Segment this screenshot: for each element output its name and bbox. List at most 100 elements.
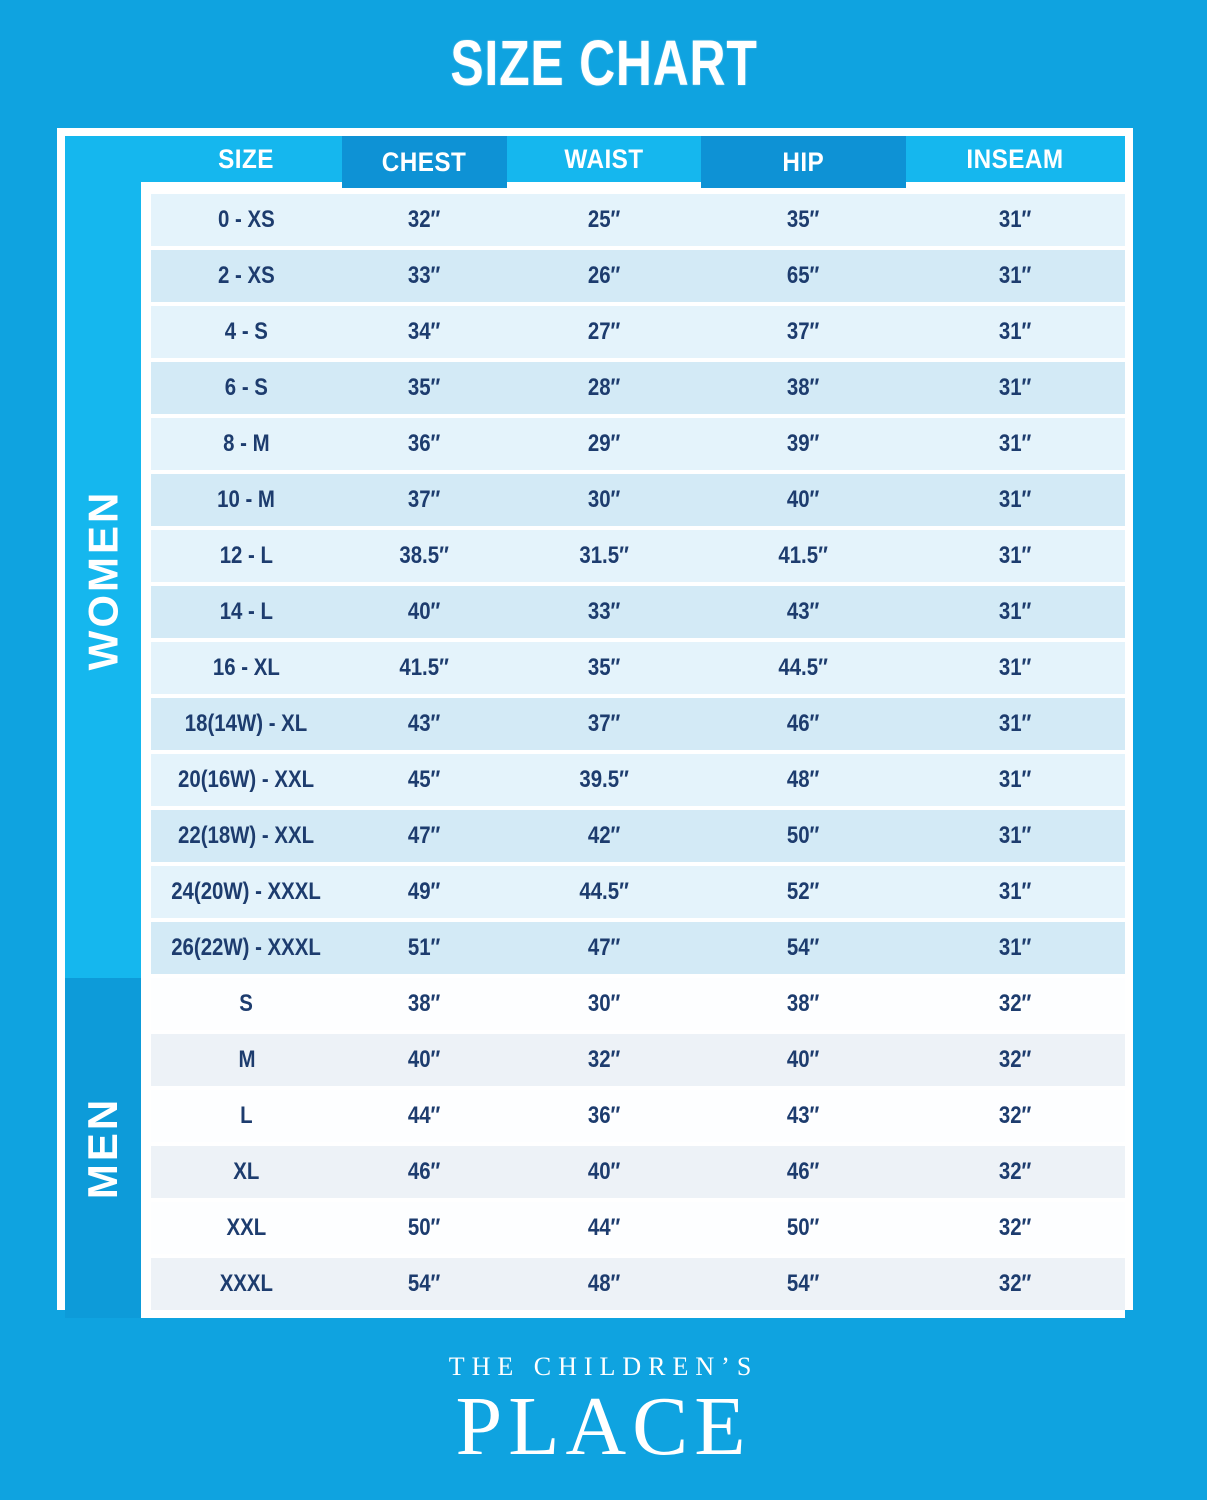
cell-value: 41.5″ [778,542,829,569]
cell-value: XL [233,1158,260,1185]
cell-value: 31″ [999,374,1032,401]
hip-cell: 65″ [701,250,906,302]
cell-value: 40″ [787,1046,820,1073]
cell-value: 39.5″ [579,766,629,793]
cell-value: 31″ [999,430,1032,457]
cell-value: 54″ [787,1270,820,1297]
cell-value: 31.5″ [579,542,629,569]
cell-value: 50″ [787,822,820,849]
chest-cell: 45″ [342,754,507,806]
cell-value: 31″ [999,766,1032,793]
cell-value: 33″ [587,598,621,625]
hip-cell: 46″ [701,698,906,750]
waist-cell: 32″ [507,1034,701,1086]
cell-value: M [238,1046,255,1073]
chest-cell: 43″ [342,698,507,750]
table-row: 16 - XL 41.5″ 35″ 44.5″ 31″ [151,642,1125,694]
cell-value: 26″ [587,262,621,289]
cell-value: 54″ [787,934,820,961]
chest-cell: 34″ [342,306,507,358]
header-cell-hip: HIP [701,136,906,188]
chest-cell: 40″ [342,1034,507,1086]
inseam-cell: 31″ [906,418,1125,470]
cell-value: 32″ [999,1102,1032,1129]
waist-cell: 33″ [507,586,701,638]
cell-value: 31″ [999,710,1032,737]
chest-cell: 47″ [342,810,507,862]
hip-cell: 35″ [701,194,906,246]
inseam-cell: 31″ [906,194,1125,246]
chest-cell: 33″ [342,250,507,302]
table-row: 2 - XS 33″ 26″ 65″ 31″ [151,250,1125,302]
cell-value: 30″ [587,990,621,1017]
hip-cell: 37″ [701,306,906,358]
size-cell: 18(14W) - XL [151,698,342,750]
size-cell: 6 - S [151,362,342,414]
cell-value: 35″ [408,374,441,401]
waist-cell: 44″ [507,1202,701,1254]
men-section-bar: MEN [65,978,141,1318]
cell-value: 34″ [408,318,441,345]
table-row: 12 - L 38.5″ 31.5″ 41.5″ 31″ [151,530,1125,582]
chest-cell: 37″ [342,474,507,526]
cell-value: 45″ [408,766,441,793]
table-header-row: SIZE CHEST WAIST HIP INSEAM [65,136,1125,188]
size-cell: 2 - XS [151,250,342,302]
waist-cell: 40″ [507,1146,701,1198]
hip-cell: 52″ [701,866,906,918]
inseam-cell: 31″ [906,922,1125,974]
hip-cell: 38″ [701,978,906,1030]
cell-value: 46″ [787,710,820,737]
chest-cell: 51″ [342,922,507,974]
waist-cell: 39.5″ [507,754,701,806]
chest-cell: 40″ [342,586,507,638]
inseam-cell: 32″ [906,1258,1125,1310]
size-cell: 12 - L [151,530,342,582]
cell-value: 32″ [999,990,1032,1017]
hip-cell: 50″ [701,810,906,862]
cell-value: 47″ [587,934,621,961]
cell-value: XXL [226,1214,267,1241]
cell-value: 24(20W) - XXXL [171,878,322,905]
table-row: 4 - S 34″ 27″ 37″ 31″ [151,306,1125,358]
table-row: 0 - XS 32″ 25″ 35″ 31″ [151,194,1125,246]
cell-value: 22(18W) - XXL [178,822,315,849]
waist-cell: 27″ [507,306,701,358]
cell-value: 43″ [787,598,820,625]
hip-cell: 39″ [701,418,906,470]
cell-value: 46″ [787,1158,820,1185]
waist-cell: 48″ [507,1258,701,1310]
size-cell: L [151,1090,342,1142]
cell-value: 32″ [999,1270,1032,1297]
cell-value: 31″ [999,318,1032,345]
cell-value: 44.5″ [778,654,829,681]
hip-cell: 40″ [701,1034,906,1086]
cell-value: 18(14W) - XL [185,710,308,737]
cell-value: 35″ [787,206,820,233]
hip-cell: 43″ [701,586,906,638]
men-label: MEN [79,1096,126,1200]
waist-cell: 29″ [507,418,701,470]
inseam-cell: 32″ [906,1034,1125,1086]
cell-value: S [239,990,254,1017]
inseam-cell: 31″ [906,586,1125,638]
inseam-cell: 32″ [906,1090,1125,1142]
chest-cell: 38″ [342,978,507,1030]
size-cell: 26(22W) - XXXL [151,922,342,974]
cell-value: 41.5″ [399,654,450,681]
cell-value: 48″ [587,1270,621,1297]
cell-value: 27″ [587,318,621,345]
cell-value: 40″ [587,1158,621,1185]
size-cell: 0 - XS [151,194,342,246]
cell-value: 4 - S [224,318,269,345]
cell-value: 38″ [408,990,441,1017]
cell-value: 38.5″ [399,542,450,569]
inseam-cell: 32″ [906,978,1125,1030]
table-row: 24(20W) - XXXL 49″ 44.5″ 52″ 31″ [151,866,1125,918]
cell-value: 12 - L [219,542,274,569]
table-row: 8 - M 36″ 29″ 39″ 31″ [151,418,1125,470]
cell-value: 38″ [787,374,820,401]
chest-cell: 38.5″ [342,530,507,582]
cell-value: 48″ [787,766,820,793]
hip-cell: 38″ [701,362,906,414]
